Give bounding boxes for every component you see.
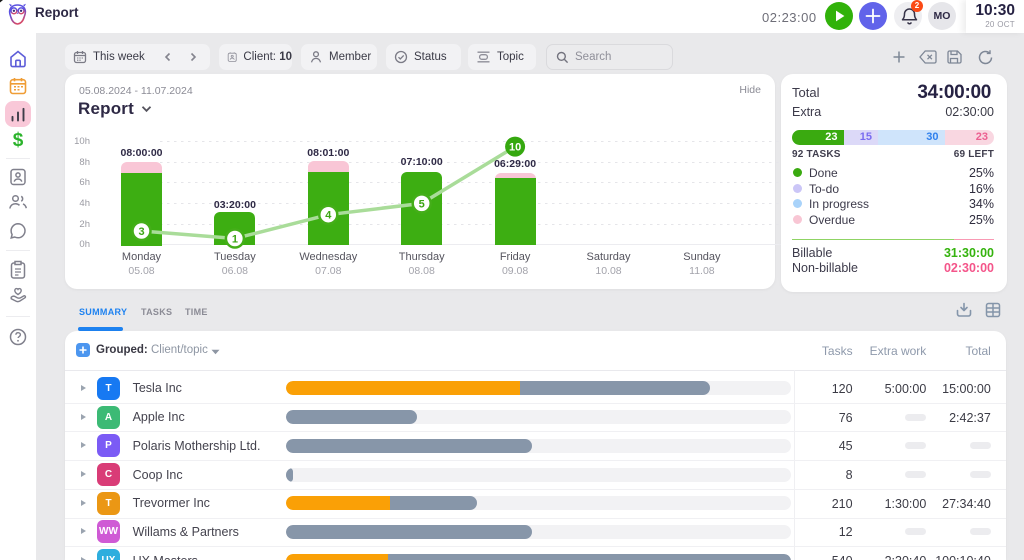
svg-text:4: 4 xyxy=(325,210,332,222)
svg-text:3: 3 xyxy=(138,226,144,238)
svg-text:5: 5 xyxy=(419,198,425,210)
svg-text:10: 10 xyxy=(509,142,521,154)
svg-text:1: 1 xyxy=(232,234,238,246)
